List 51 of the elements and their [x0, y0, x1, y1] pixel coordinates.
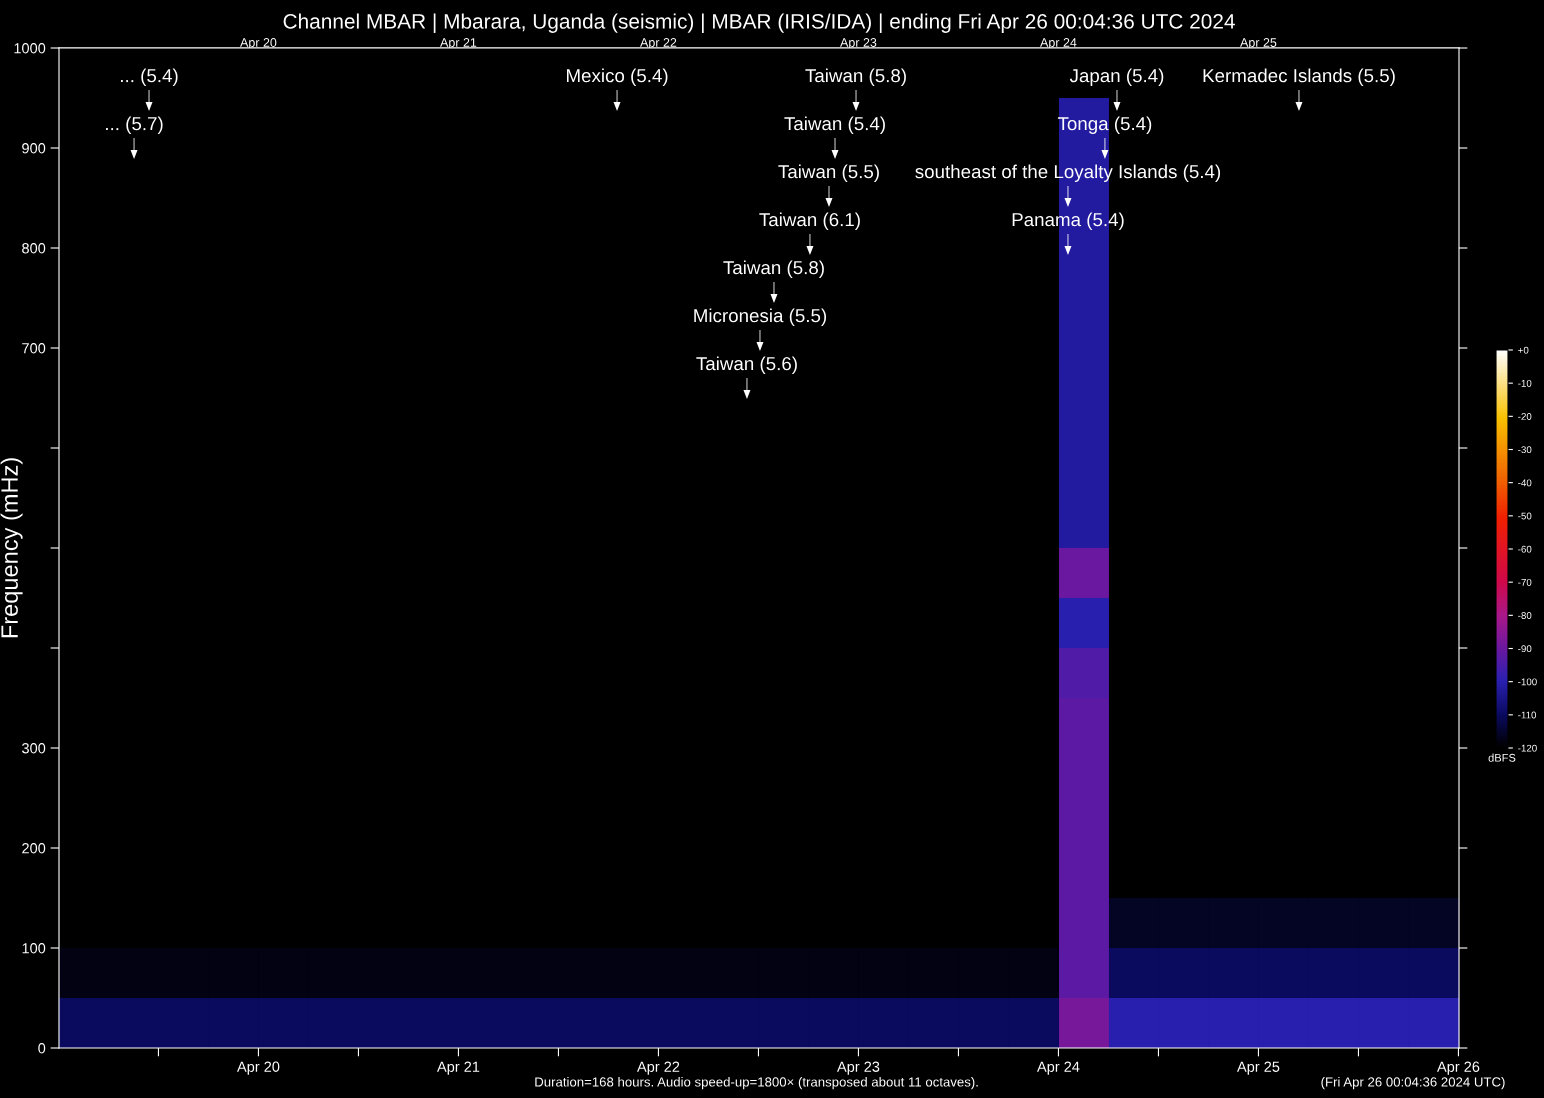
- x2-tick-label: Apr 21: [440, 38, 477, 50]
- x2-tick-label: Apr 22: [640, 38, 677, 50]
- y-tick-label: 1000: [14, 43, 46, 54]
- annotation: Kermadec Islands (5.5): [1203, 68, 1395, 86]
- color-bar-label: -20: [1518, 413, 1532, 420]
- y-tick-label: 200: [22, 843, 46, 854]
- y-tick-label: 300: [22, 743, 46, 754]
- x2-tick-label: Apr 25: [1240, 38, 1277, 50]
- color-bar-label: -110: [1518, 711, 1537, 719]
- y-tick-label: 800: [22, 243, 46, 254]
- text: Duration=168 hours. Audio speed-up=1800× (transposed about 11 octaves).: [535, 1076, 978, 1090]
- annotation: Taiwan (5.4): [784, 116, 885, 134]
- annotation: Japan (5.4): [1069, 68, 1164, 86]
- y-axis-title: Frequency (mHz): [0, 458, 23, 638]
- x-tick-label: Apr 22: [636, 1061, 680, 1075]
- annotation: Taiwan (5.8): [723, 260, 824, 278]
- y-tick-label: 900: [22, 143, 46, 154]
- y-tick-label: 100: [22, 943, 46, 954]
- x-tick-label: Apr 24: [1036, 1061, 1080, 1075]
- annotation: Micronesia (5.5): [694, 308, 827, 326]
- color-bar-label: -60: [1518, 545, 1532, 553]
- x-tick-label: Apr 26: [1436, 1061, 1480, 1075]
- color-bar-label: -100: [1518, 678, 1537, 686]
- annotation: Taiwan (6.1): [759, 212, 860, 230]
- color-bar-label: -120: [1518, 744, 1537, 752]
- color-bar-label: -80: [1518, 612, 1532, 619]
- color-bar-label: -90: [1518, 645, 1532, 653]
- color-bar-label: -10: [1518, 379, 1532, 387]
- color-bar-label: +0: [1518, 346, 1529, 354]
- annotation: Taiwan (5.8): [805, 68, 906, 86]
- y-tick-label: 0: [38, 1043, 46, 1054]
- annotation: Taiwan (5.5): [778, 164, 879, 182]
- annotation: Taiwan (5.6): [696, 356, 797, 374]
- color-bar-label: -70: [1518, 578, 1532, 586]
- annotation: Mexico (5.4): [567, 68, 668, 86]
- x-tick-label: Apr 25: [1236, 1061, 1280, 1075]
- text: (Fri Apr 26 00:04:36 2024 UTC): [1321, 1076, 1505, 1090]
- annotation: ... (5.7): [106, 116, 163, 134]
- x2-tick-label: Apr 20: [240, 38, 277, 50]
- color-bar-label: -50: [1518, 512, 1532, 520]
- x2-tick-label: Apr 24: [1040, 38, 1077, 50]
- x-tick-label: Apr 20: [236, 1061, 280, 1075]
- x-tick-label: Apr 23: [836, 1061, 880, 1075]
- color-bar-title: dBFS: [1488, 753, 1516, 762]
- x-tick-label: Apr 21: [436, 1061, 480, 1075]
- y-tick-label: 700: [22, 343, 46, 354]
- annotation: ... (5.4): [121, 68, 178, 86]
- color-bar-label: -30: [1518, 446, 1532, 454]
- x2-tick-label: Apr 23: [840, 38, 877, 50]
- chart-title: Channel MBAR | Mbarara, Uganda (seismic) | MBAR (IRIS/IDA) | ending Fri Apr 26 00:04:36 UTC 2024: [283, 13, 1235, 33]
- color-bar-label: -40: [1518, 479, 1532, 487]
